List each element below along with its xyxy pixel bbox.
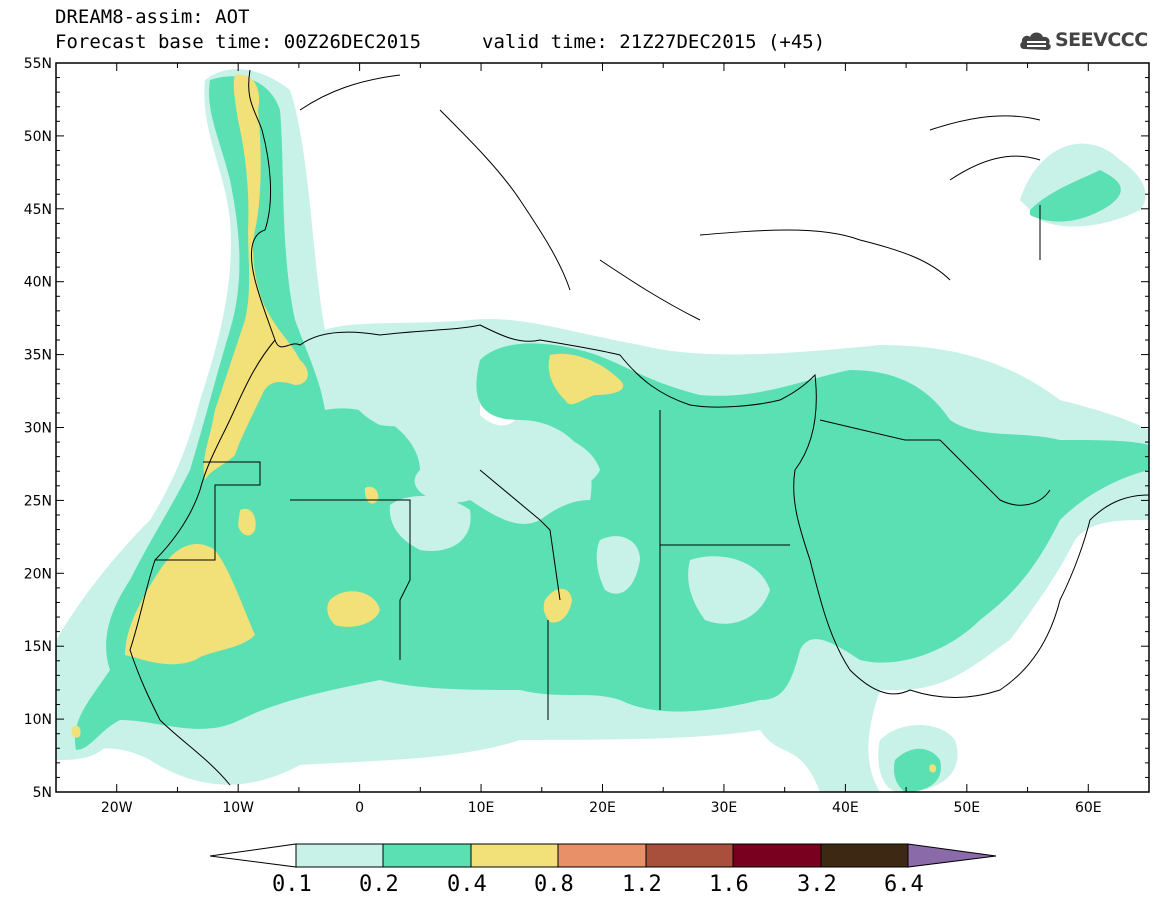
colorbar-bin-0.4 xyxy=(470,843,559,868)
colorbar-under-triangle xyxy=(209,843,297,868)
colorbar-bin-0.8 xyxy=(557,843,647,868)
colorbar-label-1.6: 1.6 xyxy=(709,872,749,897)
lat-tick-label: 35N xyxy=(24,348,52,364)
lon-tick-label: 10W xyxy=(222,800,254,816)
lat-tick-label: 15N xyxy=(24,639,52,655)
cloud-logo-icon xyxy=(1020,32,1051,50)
colorbar-bin-1.2 xyxy=(645,843,734,868)
colorbar-label-0.1: 0.1 xyxy=(272,872,312,897)
lat-tick-label: 40N xyxy=(24,275,52,291)
lon-tick-label: 30E xyxy=(711,800,738,816)
colorbar-over-triangle xyxy=(907,843,997,868)
logo-text: SEEVCCC xyxy=(1055,29,1148,51)
colorbar-label-0.8: 0.8 xyxy=(534,872,574,897)
lat-tick-label: 45N xyxy=(24,202,52,218)
lat-tick-label: 5N xyxy=(33,785,52,801)
lat-tick-label: 55N xyxy=(24,56,52,72)
lon-tick-label: 20W xyxy=(101,800,133,816)
colorbar-label-1.2: 1.2 xyxy=(622,872,662,897)
colorbar-bin-0.1 xyxy=(295,843,384,868)
lat-tick-label: 10N xyxy=(24,712,52,728)
colorbar-label-0.2: 0.2 xyxy=(359,872,399,897)
axis-ticks: 5N 10N 15N 20N 25N 30N 35N 40N 45N 50N 55N 20W 10W 0 1… xyxy=(24,56,1149,816)
colorbar-bin-1.6 xyxy=(732,843,822,868)
lon-tick-label: 50E xyxy=(953,800,980,816)
lat-tick-label: 30N xyxy=(24,421,52,437)
lon-tick-label: 10E xyxy=(468,800,495,816)
lon-tick-label: 20E xyxy=(589,800,616,816)
lat-tick-label: 20N xyxy=(24,566,52,582)
aot-level-0.2 xyxy=(74,76,1149,792)
title-line-3: valid time: 21Z27DEC2015 (+45) xyxy=(482,31,826,53)
colorbar xyxy=(209,843,997,868)
coastlines xyxy=(129,69,1149,786)
lon-tick-label: 60E xyxy=(1075,800,1102,816)
colorbar-bin-3.2 xyxy=(820,843,909,868)
lon-tick-label: 40E xyxy=(832,800,859,816)
lon-tick-label: 0 xyxy=(355,800,364,816)
lat-tick-label: 50N xyxy=(24,129,52,145)
title-line-1: DREAM8-assim: AOT xyxy=(55,6,250,28)
colorbar-label-6.4: 6.4 xyxy=(884,872,924,897)
lat-tick-label: 25N xyxy=(24,493,52,509)
colorbar-bin-0.2 xyxy=(382,843,472,868)
colorbar-label-0.4: 0.4 xyxy=(447,872,487,897)
colorbar-label-3.2: 3.2 xyxy=(797,872,837,897)
aot-level-0.4 xyxy=(71,74,937,773)
title-line-2: Forecast base time: 00Z26DEC2015 xyxy=(55,31,422,53)
